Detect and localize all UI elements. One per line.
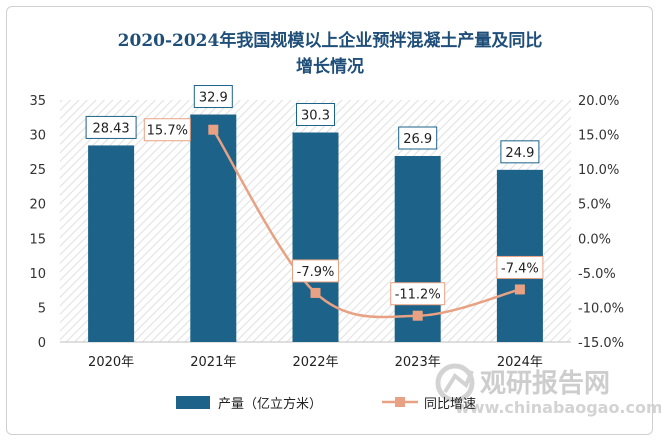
left-tick-label: 10 [29,267,46,282]
bar-4 [496,169,543,342]
watermark-url: www.chinabaogao.com [455,398,661,417]
watermark: 观研报告网 www.chinabaogao.com [435,363,661,417]
legend-bar-label: 产量（亿立方米） [218,396,322,412]
legend-line-label: 同比增速 [424,397,476,412]
left-tick-label: 15 [29,232,46,247]
line-data-label-1-text: 15.7% [147,124,188,139]
line-data-label-4-text: -7.4% [501,261,539,276]
left-axis-ticks: 0 5 10 15 20 25 30 35 [29,94,46,351]
line-data-label-1-box [143,118,191,142]
right-tick-label: -10.0% [578,301,624,316]
line-series [208,124,525,321]
watermark-logo [435,363,475,403]
x-tick-label: 2022年 [292,355,338,370]
bar-data-label-0: 28.43 [85,115,137,139]
bar-1 [190,114,237,343]
line-data-label-1: 15.7% [143,118,191,142]
bar-data-label-1: 32.9 [193,85,233,109]
right-tick-label: 0.0% [578,232,611,247]
bar-data-label-1-box [193,85,233,109]
right-tick-label: 10.0% [578,163,619,178]
line-data-label-3-text: -11.2% [395,288,441,303]
line-data-label-3: -11.2% [390,282,446,306]
bar-data-label-1-text: 32.9 [199,91,228,106]
growth-marker-2 [310,287,321,298]
x-tick-label: 2023年 [395,355,441,370]
bar-data-label-0-box [85,115,137,139]
bar-series [88,114,543,343]
line-data-label-2-box [292,259,339,283]
line-data-label-3-box [390,282,446,306]
bar-data-label-3-text: 26.9 [403,132,432,147]
x-axis-ticks: 2020年 2021年 2022年 2023年 2024年 [88,355,543,370]
bar-data-label-3-box [398,126,438,150]
left-tick-label: 35 [29,94,46,109]
watermark-text: 观研报告网 [480,368,610,399]
right-tick-label: -5.0% [578,267,616,282]
legend-item-bar: 产量（亿立方米） [176,396,322,412]
right-tick-label: 5.0% [578,198,611,213]
right-tick-label: 15.0% [578,129,619,144]
bar-0 [88,145,135,342]
bar-2 [292,132,339,342]
right-axis-ticks: -15.0% -10.0% -5.0% 0.0% 5.0% 10.0% 15.0% 20.0% [578,94,624,351]
bar-data-label-0-text: 28.43 [92,121,129,136]
growth-line [212,129,521,319]
left-tick-label: 0 [38,336,46,351]
bar-data-label-4-text: 24.9 [505,146,534,161]
right-tick-label: -15.0% [578,336,624,351]
left-tick-label: 20 [29,198,46,213]
right-tick-label: 20.0% [578,94,619,109]
growth-marker-4 [514,284,525,295]
x-tick-label: 2024年 [497,355,543,370]
line-data-label-4: -7.4% [496,255,544,279]
growth-marker-1 [208,124,219,135]
growth-marker-3 [412,310,423,321]
left-tick-label: 5 [38,301,46,316]
left-tick-label: 25 [29,163,46,178]
line-data-label-2: -7.9% [292,259,339,283]
x-tick-label: 2020年 [88,355,134,370]
line-data-labels: 15.7% -7.9% -11.2% -7.4% [143,118,544,306]
bar-data-label-2-text: 30.3 [301,108,330,123]
bar-data-label-3: 26.9 [398,126,438,150]
chart-title-line1: 2020-2024年我国规模以上企业预拌混凝土产量及同比 [118,30,543,51]
bar-data-label-2-box [296,102,335,126]
left-tick-label: 30 [29,129,46,144]
x-tick-label: 2021年 [190,355,236,370]
line-data-label-4-box [496,255,544,279]
legend-item-line: 同比增速 [382,397,476,412]
legend: 产量（亿立方米） 同比增速 [176,396,476,412]
bar-data-labels: 28.43 32.9 30.3 26.9 24.9 [85,85,540,164]
chart-title-line2: 增长情况 [296,56,364,77]
bar-data-label-4: 24.9 [500,140,540,164]
legend-bar-swatch [176,396,210,409]
bar-data-label-4-box [500,140,540,164]
bar-data-label-2: 30.3 [296,102,335,126]
legend-line-marker [395,397,405,407]
line-data-label-2-text: -7.9% [297,265,335,280]
